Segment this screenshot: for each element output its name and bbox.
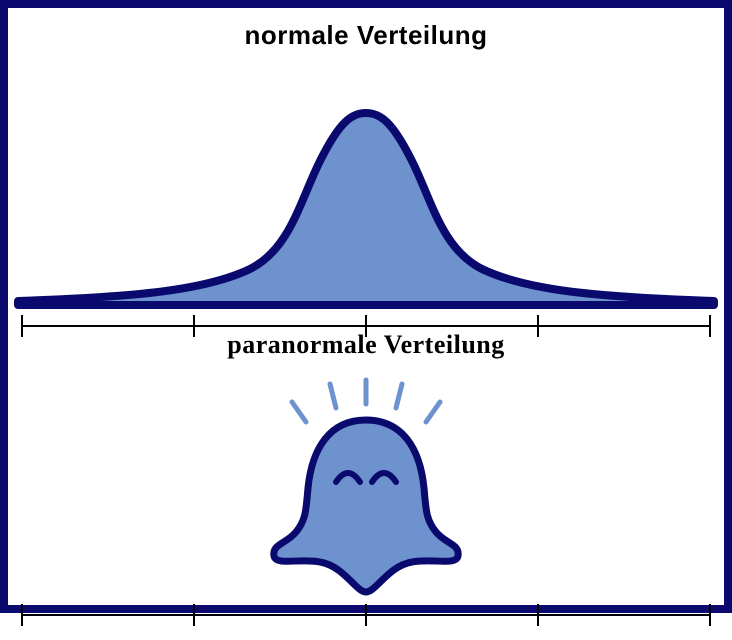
chart-normal xyxy=(0,51,732,351)
bell-curve xyxy=(18,113,714,305)
ghost-body xyxy=(274,420,458,592)
panel-paranormal: paranormale Verteilung xyxy=(0,320,732,640)
title-paranormal: paranormale Verteilung xyxy=(0,330,732,360)
chart-paranormal xyxy=(0,360,732,640)
panel-normal: normale Verteilung xyxy=(0,0,732,351)
title-normal: normale Verteilung xyxy=(0,20,732,51)
ghost-rays xyxy=(292,380,440,422)
